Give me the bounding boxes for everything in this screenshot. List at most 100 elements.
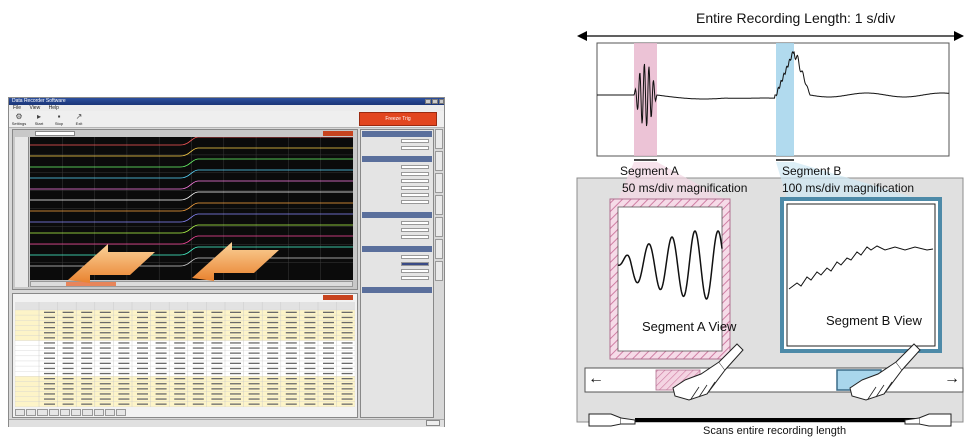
table-cell bbox=[285, 321, 297, 324]
table-cell bbox=[248, 383, 260, 385]
settings-row bbox=[363, 200, 432, 205]
settings-field[interactable] bbox=[401, 139, 429, 143]
waveform-scroll-thumb[interactable] bbox=[66, 282, 116, 286]
settings-field[interactable] bbox=[401, 146, 429, 150]
stop-button[interactable]: ▪ Stop bbox=[51, 113, 67, 127]
sheet-tab[interactable] bbox=[37, 409, 48, 416]
menu-file[interactable]: File bbox=[13, 105, 22, 111]
table-cell bbox=[304, 362, 316, 364]
settings-panel bbox=[360, 129, 434, 418]
table-cell bbox=[323, 337, 334, 339]
menu-bar: File View Help bbox=[9, 105, 444, 111]
table-red-button[interactable] bbox=[323, 295, 353, 300]
waveform-scrollbar[interactable] bbox=[30, 281, 353, 287]
table-cell bbox=[323, 372, 334, 375]
settings-field[interactable] bbox=[401, 193, 429, 197]
sheet-tab[interactable] bbox=[71, 409, 82, 416]
settings-field[interactable] bbox=[401, 165, 429, 169]
table-cell bbox=[230, 362, 241, 364]
table-cell bbox=[211, 378, 223, 380]
settings-row bbox=[363, 221, 432, 226]
menu-view[interactable]: View bbox=[29, 105, 41, 111]
start-button[interactable]: ▸ Start bbox=[31, 113, 47, 127]
settings-field[interactable] bbox=[401, 276, 429, 280]
side-tab[interactable] bbox=[435, 129, 443, 149]
waveform-channel-select[interactable] bbox=[35, 131, 75, 136]
sheet-tab[interactable] bbox=[48, 409, 59, 416]
scroll-left-arrow[interactable]: ← bbox=[588, 370, 604, 387]
settings-row bbox=[363, 186, 432, 191]
minimize-button[interactable] bbox=[425, 99, 431, 104]
settings-field[interactable] bbox=[401, 269, 429, 273]
settings-field[interactable] bbox=[401, 200, 429, 204]
data-table[interactable] bbox=[15, 302, 355, 407]
side-tab[interactable] bbox=[435, 151, 443, 171]
settings-checkbox-row[interactable] bbox=[363, 296, 432, 301]
table-cell bbox=[155, 398, 167, 400]
table-cell bbox=[341, 362, 353, 364]
sheet-tab[interactable] bbox=[59, 409, 71, 416]
waveform-display[interactable] bbox=[30, 137, 353, 280]
callout-arrow-b bbox=[192, 242, 279, 281]
freeze-trigger-button[interactable]: Freeze Trig bbox=[359, 112, 437, 126]
table-cell bbox=[192, 383, 204, 385]
sheet-tab[interactable] bbox=[15, 409, 26, 416]
settings-field[interactable] bbox=[401, 179, 429, 183]
settings-field[interactable] bbox=[401, 228, 429, 232]
settings-field[interactable] bbox=[401, 262, 429, 266]
settings-row bbox=[363, 165, 432, 170]
data-table-header bbox=[15, 295, 355, 301]
settings-field[interactable] bbox=[401, 235, 429, 239]
table-cell bbox=[323, 403, 334, 405]
settings-field[interactable] bbox=[401, 221, 429, 225]
side-tab[interactable] bbox=[435, 195, 443, 215]
table-cell bbox=[341, 347, 353, 349]
table-cell bbox=[62, 332, 74, 334]
status-close-button[interactable] bbox=[426, 420, 440, 426]
waveform-red-button[interactable] bbox=[323, 131, 353, 136]
table-cell bbox=[341, 337, 353, 339]
amplitude-axis bbox=[15, 137, 29, 287]
sheet-tab[interactable] bbox=[82, 409, 93, 416]
scroll-right-arrow[interactable]: → bbox=[944, 370, 960, 387]
settings-field[interactable] bbox=[401, 186, 429, 190]
sheet-tab[interactable] bbox=[26, 409, 37, 416]
side-tab[interactable] bbox=[435, 173, 443, 193]
maximize-button[interactable] bbox=[432, 99, 438, 104]
table-cell bbox=[323, 347, 334, 349]
table-cell bbox=[192, 378, 204, 380]
waveform-panel bbox=[12, 129, 358, 290]
table-cell bbox=[137, 327, 148, 329]
sheet-tab[interactable] bbox=[93, 409, 104, 416]
table-cell bbox=[285, 372, 297, 375]
table-cell bbox=[81, 378, 93, 380]
settings-field[interactable] bbox=[401, 172, 429, 176]
settings-field[interactable] bbox=[401, 255, 429, 259]
table-cell bbox=[304, 316, 316, 319]
table-cell bbox=[192, 316, 204, 319]
sheet-tab[interactable] bbox=[104, 409, 116, 416]
table-cell bbox=[323, 321, 334, 324]
close-button[interactable] bbox=[439, 99, 444, 104]
settings-button[interactable]: ⚙ Settings bbox=[11, 112, 27, 127]
table-cell bbox=[211, 393, 223, 395]
table-cell bbox=[211, 332, 223, 334]
table-cell bbox=[341, 378, 353, 380]
exit-button[interactable]: ↗ Exit bbox=[71, 113, 87, 127]
table-cell bbox=[304, 347, 316, 349]
table-cell bbox=[341, 342, 353, 344]
side-tab[interactable] bbox=[435, 239, 443, 259]
table-cell bbox=[267, 316, 279, 319]
table-cell bbox=[230, 403, 241, 405]
side-tab[interactable] bbox=[435, 217, 443, 237]
table-cell bbox=[211, 383, 223, 385]
table-cell bbox=[267, 347, 279, 349]
table-cell bbox=[62, 316, 74, 319]
sheet-tab[interactable] bbox=[116, 409, 127, 416]
menu-help[interactable]: Help bbox=[48, 105, 59, 111]
side-tab[interactable] bbox=[435, 261, 443, 281]
table-cell bbox=[137, 321, 148, 324]
table-cell bbox=[323, 378, 334, 380]
table-cell bbox=[192, 311, 204, 313]
segment-b-label: Segment B bbox=[782, 164, 842, 178]
